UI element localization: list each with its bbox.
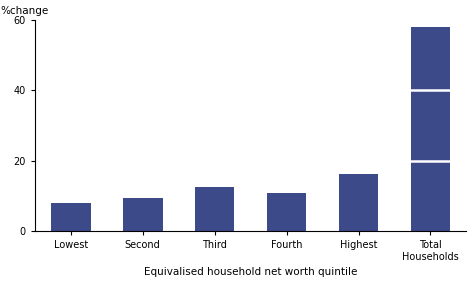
Bar [267,192,306,231]
Bar [411,27,450,231]
Bar [123,198,162,231]
Bar [51,203,91,231]
Bar [339,174,379,231]
Bar [195,187,235,231]
Text: %change: %change [0,6,49,16]
X-axis label: Equivalised household net worth quintile: Equivalised household net worth quintile [144,267,357,277]
